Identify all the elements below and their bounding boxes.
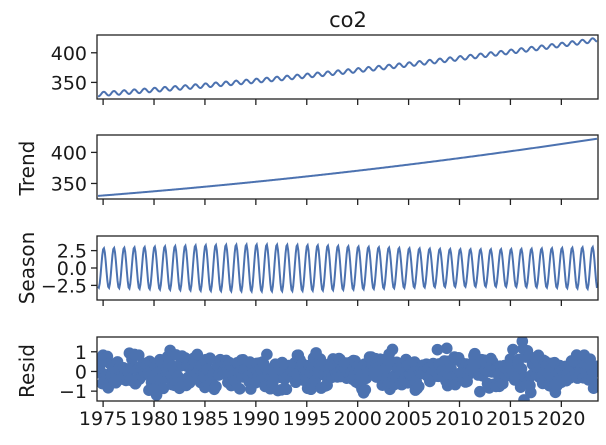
panel-resid: −101 1975 1980 1985 1990 1995 2000 2005 2010 2015… [59,336,599,430]
ylabel-resid: Resid [15,344,39,398]
resid-point [440,342,453,355]
resid-point [474,385,486,398]
xtick-label: 2005 [384,408,432,430]
ytick-label: 400 [51,43,87,65]
xtick-label: 2015 [486,408,534,430]
axes-frame [96,134,599,200]
resid-point [359,383,372,396]
series-line [97,241,598,295]
resid-point [132,349,145,361]
xtick-label: 1995 [283,408,331,430]
resid-point [204,352,216,364]
ytick-label: 0 [75,361,87,383]
resid-point [233,383,246,395]
ytick-label: −2.5 [41,275,87,297]
xtick-label: 1985 [181,408,229,430]
ytick-label: 0.0 [57,258,87,280]
panel-season: −2.50.02.5 [41,235,599,306]
ytick-label: 1 [75,342,87,364]
resid-point [591,360,598,373]
resid-point [261,348,273,361]
series-line [97,137,598,197]
resid-point [280,383,293,396]
xtick-label: 1975 [79,408,127,430]
axes-frame [96,336,599,402]
resid-point [191,348,204,361]
xtick-label: 1990 [232,408,280,430]
resid-point [589,380,598,393]
ylabel-trend: Trend [15,141,39,197]
chart-title: co2 [329,8,367,32]
xtick-label: 1980 [130,408,178,430]
ytick-label: 400 [51,142,87,164]
xtick-label: 2020 [537,408,585,430]
series-line [97,37,598,98]
ytick-label: 350 [51,173,87,195]
resid-point [524,386,537,399]
ylabel-season: Season [15,232,39,305]
resid-point [507,343,519,356]
resid-point [210,380,222,393]
xtick-label: 2000 [334,408,382,430]
ytick-label: −1 [59,381,87,403]
ytick-label: 2.5 [57,241,87,263]
ytick-label: 350 [51,72,87,94]
resid-point [431,343,444,356]
xtick-label: 2010 [435,408,483,430]
resid-point [386,343,399,356]
axes-frame [96,34,599,100]
resid-point [412,380,425,393]
